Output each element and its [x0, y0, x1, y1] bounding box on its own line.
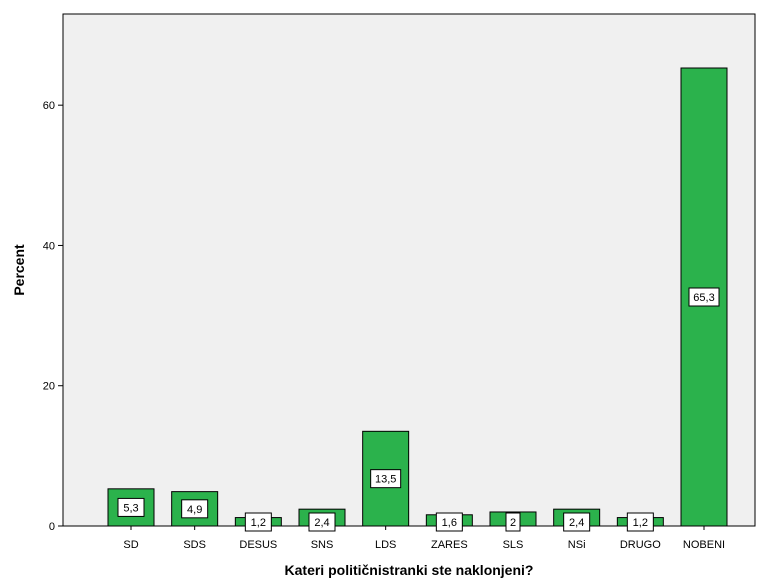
data-label: 5,3 — [123, 502, 138, 514]
data-label-box — [626, 512, 654, 532]
data-label: 4,9 — [187, 504, 202, 516]
data-label: 1,2 — [633, 517, 648, 529]
x-tick-label: SNS — [311, 539, 334, 551]
data-label: 13,5 — [375, 474, 396, 486]
y-axis-ticks: 0 20 40 60 — [43, 100, 63, 533]
x-tick-label: LDS — [375, 539, 396, 551]
data-label-box — [308, 512, 336, 532]
y-axis-title: Percent — [11, 244, 27, 296]
data-label-box — [117, 497, 145, 517]
x-tick-label: DRUGO — [620, 539, 661, 551]
x-tick-label: NOBENI — [683, 539, 725, 551]
x-axis-ticks: SD SDS DESUS SNS LDS ZARES SLS NSi DRUGO NOBENI — [123, 526, 725, 551]
x-tick-label: SD — [123, 539, 138, 551]
data-label-box — [244, 512, 272, 532]
data-label: 1,6 — [442, 517, 457, 529]
data-label-box — [181, 499, 209, 519]
x-tick-label: NSi — [568, 539, 586, 551]
data-label: 1,2 — [251, 517, 266, 529]
data-label-box — [563, 512, 591, 532]
x-tick-label: SDS — [183, 539, 206, 551]
x-tick-label: SLS — [503, 539, 524, 551]
data-label: 2,4 — [569, 517, 584, 529]
data-label-box — [505, 512, 521, 532]
y-tick-label: 60 — [43, 100, 55, 112]
y-tick-label: 0 — [49, 521, 55, 533]
data-label-box — [688, 287, 720, 307]
data-label-box — [370, 469, 402, 489]
x-tick-label: ZARES — [431, 539, 468, 551]
data-label: 2,4 — [314, 517, 329, 529]
x-tick-label: DESUS — [239, 539, 277, 551]
y-tick-label: 20 — [43, 381, 55, 393]
y-tick-label: 40 — [43, 240, 55, 252]
data-label-box — [435, 512, 463, 532]
data-labels: 5,3 4,9 1,2 2,4 13,5 1,6 2 2,4 1,2 65,3 — [117, 287, 720, 532]
x-axis-title: Kateri političnistranki ste naklonjeni? — [285, 562, 534, 578]
data-label: 2 — [510, 517, 516, 529]
data-label: 65,3 — [693, 292, 714, 304]
